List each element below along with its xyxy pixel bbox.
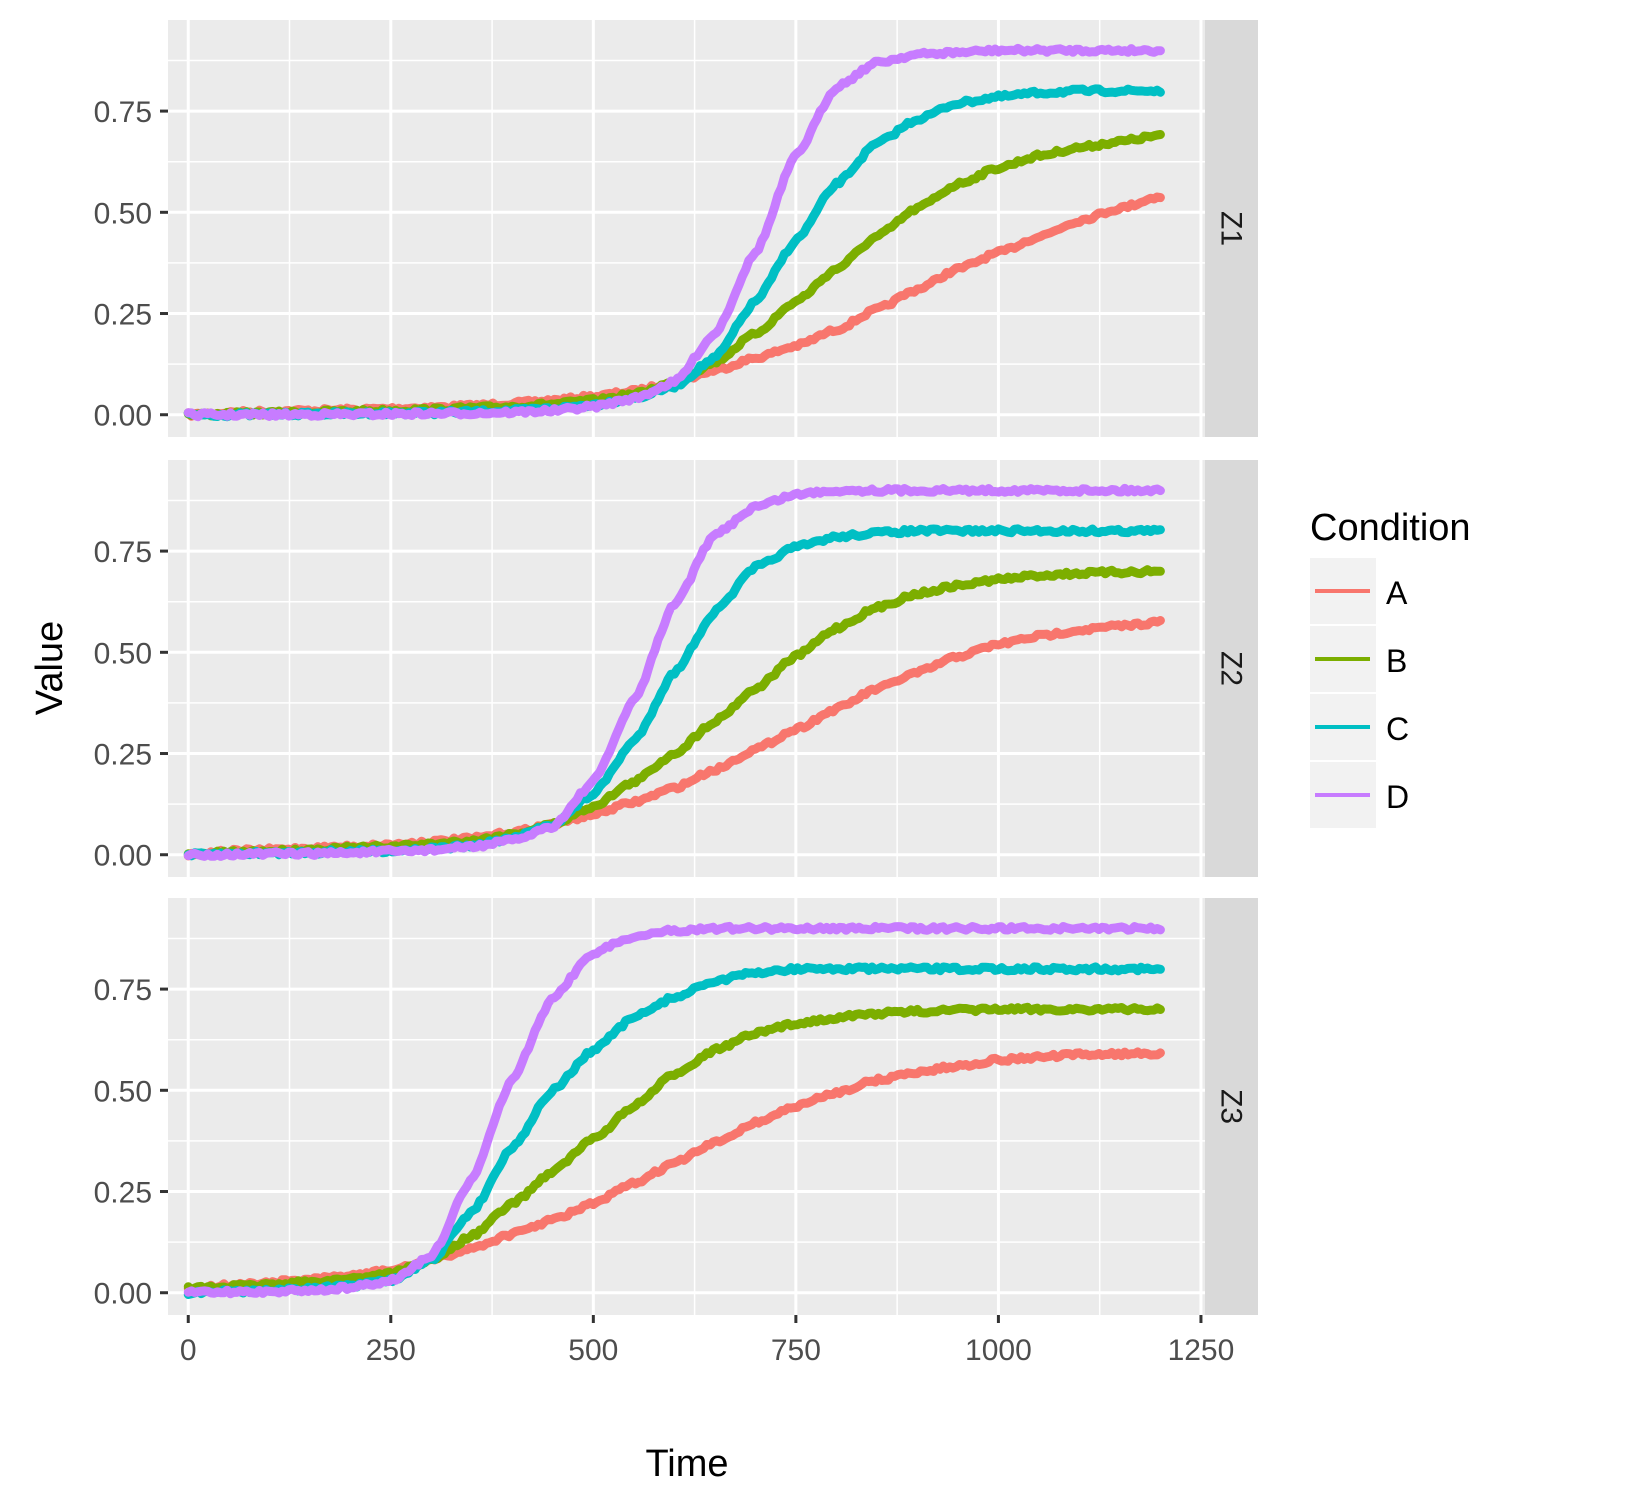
y-tick-label: 0.75	[94, 536, 152, 569]
x-tick-label: 500	[568, 1334, 618, 1367]
facet-strip	[1205, 460, 1258, 877]
facet-panel-z3: 0.00 0.25 0.50 0.75 Z3	[94, 898, 1258, 1315]
panel-background	[168, 460, 1205, 877]
y-tick-label: 0.75	[94, 96, 152, 129]
facet-strip-label: Z2	[1215, 651, 1248, 686]
y-axis-title: Value	[29, 621, 71, 715]
y-tick-label: 0.00	[94, 840, 152, 873]
legend-label: A	[1386, 575, 1408, 611]
series-line-d	[183, 43, 1165, 422]
legend-label: B	[1386, 643, 1407, 679]
facet-strip	[1205, 20, 1258, 437]
legend-item-b: B	[1310, 626, 1407, 692]
legend-title: Condition	[1310, 507, 1471, 549]
y-tick-label: 0.75	[94, 974, 152, 1007]
y-tick-label: 0.50	[94, 197, 152, 230]
y-tick-label: 0.25	[94, 739, 152, 772]
facet-strip	[1205, 898, 1258, 1315]
y-tick-label: 0.00	[94, 1278, 152, 1311]
y-tick-label: 0.50	[94, 1075, 152, 1108]
panels-layer: 0.000.250.500.75Z10.000.250.500.75Z20.00…	[94, 20, 1258, 1315]
series-line-d	[183, 921, 1165, 1299]
x-tick-label: 1000	[965, 1334, 1032, 1367]
x-tick-label: 0	[180, 1334, 197, 1367]
legend-label: D	[1386, 779, 1409, 815]
legend-item-d: D	[1310, 762, 1409, 828]
y-tick-label: 0.25	[94, 1177, 152, 1210]
y-tick-label: 0.50	[94, 637, 152, 670]
x-tick-label: 750	[771, 1334, 821, 1367]
x-axis-title: Time	[645, 1443, 728, 1485]
facet-panel-z2: 0.00 0.25 0.50 0.75 Z2	[94, 460, 1258, 877]
panel-background	[168, 898, 1205, 1315]
legend-item-a: A	[1310, 558, 1408, 624]
facet-strip-label: Z3	[1215, 1089, 1248, 1124]
y-tick-label: 0.00	[94, 400, 152, 433]
facet-strip-label: Z1	[1215, 211, 1248, 246]
facet-panel-z1: 0.00 0.25 0.50 0.75 Z1	[94, 20, 1258, 437]
legend-label: C	[1386, 711, 1409, 747]
x-tick-label: 250	[366, 1334, 416, 1367]
legend-item-c: C	[1310, 694, 1409, 760]
series-line-b	[183, 1002, 1165, 1295]
y-tick-label: 0.25	[94, 299, 152, 332]
x-axis: 0 250 500 750 1000 1250	[180, 1315, 1234, 1367]
series-line-d	[183, 483, 1165, 861]
x-tick-label: 1250	[1168, 1334, 1235, 1367]
